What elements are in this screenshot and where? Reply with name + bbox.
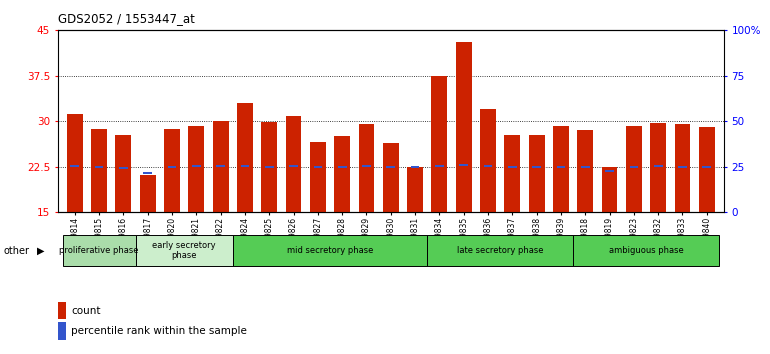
Bar — [431, 76, 447, 212]
Text: count: count — [71, 306, 101, 316]
Bar — [605, 170, 614, 172]
Bar — [678, 166, 687, 168]
Bar — [553, 126, 569, 212]
Bar — [480, 109, 496, 212]
Bar — [581, 166, 590, 168]
Bar — [143, 172, 152, 174]
Bar — [286, 116, 301, 212]
Bar — [484, 165, 492, 167]
Bar — [116, 135, 131, 212]
Bar — [240, 165, 249, 167]
Bar — [192, 165, 201, 167]
Bar — [58, 302, 65, 319]
Bar — [578, 130, 593, 212]
Bar — [164, 129, 180, 212]
Bar — [410, 166, 420, 169]
Text: mid secretory phase: mid secretory phase — [286, 246, 373, 255]
Text: GDS2052 / 1553447_at: GDS2052 / 1553447_at — [58, 12, 195, 25]
Bar — [601, 167, 618, 212]
Text: early secretory
phase: early secretory phase — [152, 241, 216, 260]
Bar — [651, 123, 666, 212]
Bar — [58, 322, 65, 340]
Bar — [702, 166, 711, 168]
Bar — [387, 166, 395, 169]
Bar — [362, 165, 371, 167]
Bar — [435, 165, 444, 167]
Bar — [407, 167, 423, 212]
Bar — [460, 164, 468, 166]
Bar — [427, 235, 573, 266]
Bar — [532, 166, 541, 168]
Text: ambiguous phase: ambiguous phase — [608, 246, 684, 255]
Bar — [290, 165, 298, 167]
Text: percentile rank within the sample: percentile rank within the sample — [71, 326, 247, 336]
Bar — [573, 235, 719, 266]
Bar — [508, 166, 517, 169]
Bar — [334, 136, 350, 212]
Bar — [529, 135, 544, 212]
Bar — [168, 166, 176, 168]
Bar — [216, 165, 225, 167]
Text: ▶: ▶ — [37, 246, 45, 256]
Text: proliferative phase: proliferative phase — [59, 246, 139, 255]
Bar — [630, 166, 638, 168]
Bar — [557, 166, 565, 168]
Bar — [91, 129, 107, 212]
Bar — [504, 135, 521, 212]
Bar — [233, 235, 427, 266]
Bar — [136, 235, 233, 266]
Bar — [237, 103, 253, 212]
Bar — [261, 122, 277, 212]
Bar — [699, 127, 715, 212]
Bar — [383, 143, 399, 212]
Bar — [456, 42, 471, 212]
Bar — [95, 166, 103, 168]
Bar — [310, 142, 326, 212]
Bar — [119, 167, 128, 169]
Bar — [62, 235, 136, 266]
Bar — [675, 124, 691, 212]
Bar — [265, 166, 273, 168]
Bar — [140, 175, 156, 212]
Bar — [626, 126, 641, 212]
Bar — [213, 121, 229, 212]
Bar — [359, 124, 374, 212]
Bar — [67, 114, 82, 212]
Text: late secretory phase: late secretory phase — [457, 246, 544, 255]
Text: other: other — [4, 246, 30, 256]
Bar — [313, 166, 322, 168]
Bar — [70, 165, 79, 167]
Bar — [338, 166, 346, 168]
Bar — [189, 126, 204, 212]
Bar — [654, 165, 662, 167]
